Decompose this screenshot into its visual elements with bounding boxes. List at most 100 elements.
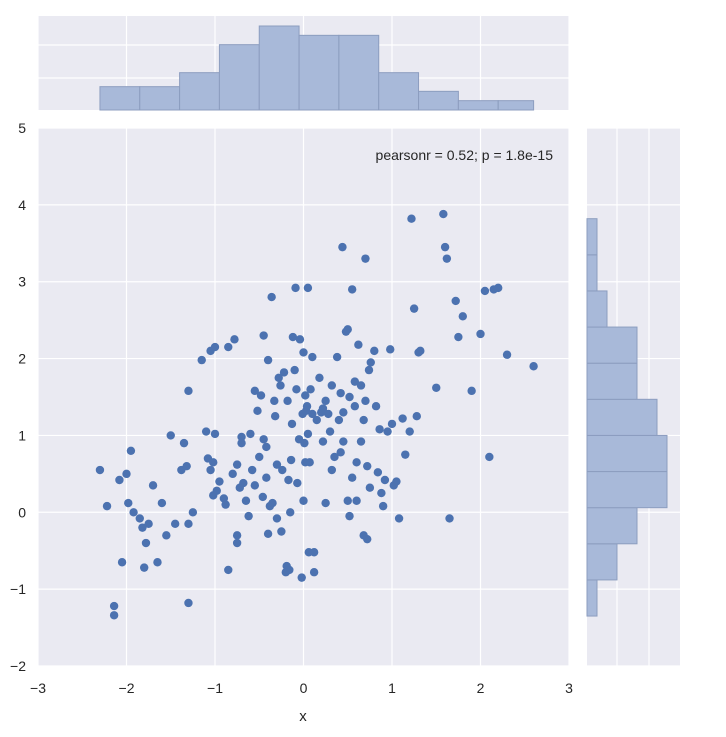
scatter-point (255, 452, 264, 462)
scatter-point (270, 412, 280, 421)
scatter-point (432, 383, 441, 392)
scatter-point (352, 496, 361, 505)
scatter-point (283, 396, 292, 406)
scatter-point (363, 534, 372, 544)
x-tick-label: 1 (388, 680, 396, 696)
y-tick-label: 5 (18, 120, 26, 136)
scatter-point (370, 346, 379, 356)
y-tick-label: 2 (18, 351, 26, 367)
scatter-point (387, 419, 397, 429)
scatter-point (467, 386, 476, 396)
scatter-point (284, 475, 293, 485)
scatter-point (237, 438, 246, 448)
y-tick-label: 3 (18, 274, 26, 290)
scatter-point (272, 514, 282, 523)
scatter-point (318, 437, 328, 446)
scatter-point (412, 412, 421, 421)
scatter-point (170, 519, 180, 529)
scatter-point (201, 427, 211, 436)
scatter-point (184, 386, 193, 396)
scatter-point (494, 283, 503, 293)
scatter-point (241, 496, 251, 505)
scatter-point (308, 409, 317, 419)
scatter-point (356, 437, 366, 446)
scatter-point (102, 501, 112, 511)
scatter-point (451, 296, 460, 306)
scatter-point (332, 352, 342, 362)
x-tick-label: 2 (477, 680, 485, 696)
x-hist-bar (378, 72, 420, 111)
scatter-point (305, 458, 314, 467)
scatter-point (162, 531, 171, 540)
scatter-point (221, 500, 230, 509)
scatter-point (308, 352, 317, 362)
scatter-point (334, 415, 344, 425)
scatter-point (286, 455, 296, 465)
scatter-point (371, 402, 381, 411)
scatter-point (303, 429, 313, 439)
scatter-point (182, 461, 191, 471)
scatter-point (383, 427, 392, 436)
x-tick-labels: −3 −2 −1 0 1 2 3 (30, 680, 573, 696)
scatter-point (268, 498, 277, 508)
scatter-point (253, 406, 262, 416)
scatter-point (445, 514, 454, 523)
scatter-point (209, 458, 218, 467)
y-marginal-bars (586, 218, 668, 617)
scatter-point (485, 452, 494, 462)
scatter-point (299, 496, 308, 505)
scatter-point (250, 481, 260, 490)
scatter-point (267, 292, 276, 302)
scatter-point (373, 468, 383, 477)
scatter-point (293, 478, 302, 488)
x-hist-bar (298, 34, 340, 111)
scatter-point (259, 435, 268, 444)
scatter-point (157, 498, 167, 508)
scatter-point (258, 492, 267, 502)
scatter-point (339, 408, 348, 417)
scatter-point (272, 460, 282, 469)
scatter-point (347, 473, 357, 482)
scatter-point (276, 381, 285, 390)
y-hist-bar (586, 398, 658, 436)
scatter-point (286, 508, 295, 517)
scatter-point (345, 392, 354, 402)
x-hist-bar (179, 72, 220, 111)
scatter-point (138, 523, 147, 532)
x-hist-bar (99, 86, 141, 111)
scatter-point (232, 460, 242, 469)
scatter-point (454, 332, 463, 342)
scatter-point (356, 381, 366, 390)
scatter-point (262, 442, 271, 452)
scatter-panel: pearsonr = 0.52; p = 1.8e-15 (37, 127, 570, 667)
x-hist-bar (418, 90, 459, 111)
scatter-point (153, 558, 162, 567)
scatter-point (126, 446, 136, 455)
scatter-point (300, 438, 309, 448)
scatter-point (398, 414, 407, 423)
y-tick-label: 0 (18, 504, 26, 520)
scatter-point (336, 448, 345, 457)
scatter-point (197, 355, 206, 365)
scatter-point (299, 348, 308, 357)
scatter-point (363, 461, 372, 471)
scatter-point (380, 475, 390, 485)
scatter-point (401, 450, 410, 459)
y-hist-bar (586, 507, 638, 545)
scatter-point (324, 409, 333, 419)
y-hist-bar (586, 254, 598, 292)
scatter-point (292, 385, 301, 394)
x-tick-label: 3 (565, 680, 573, 696)
scatter-point (343, 496, 352, 505)
scatter-point (144, 519, 153, 529)
scatter-point (377, 488, 386, 498)
x-tick-label: −2 (119, 680, 135, 696)
x-marginal-bars (99, 25, 535, 111)
scatter-point (279, 368, 289, 377)
scatter-point (301, 391, 310, 400)
scatter-point (270, 396, 279, 406)
scatter-point (148, 481, 158, 490)
scatter-point (361, 396, 370, 406)
scatter-point (228, 469, 237, 479)
